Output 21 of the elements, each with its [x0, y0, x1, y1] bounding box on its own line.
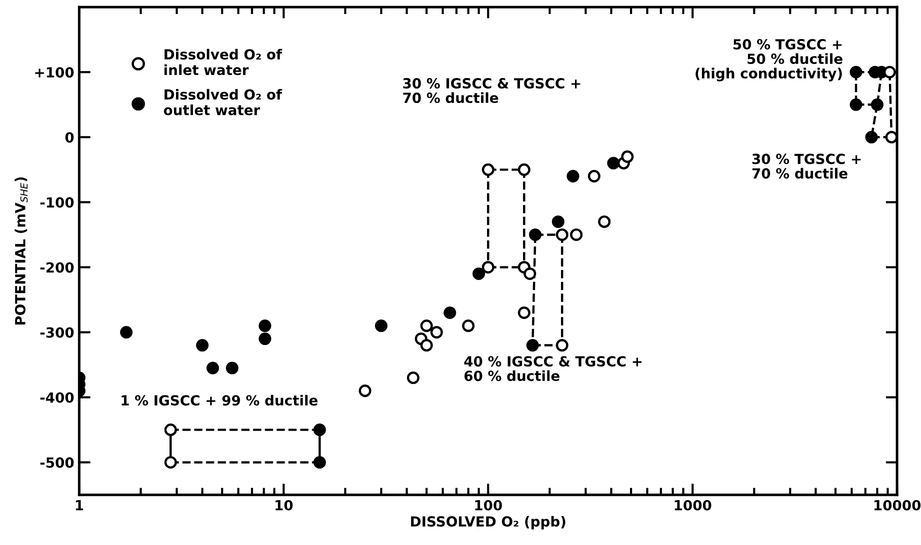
x-axis-title: DISSOLVED O₂ (ppb)	[411, 516, 566, 530]
x-tick-label: 10000	[874, 500, 921, 510]
y-tick-label: -200	[40, 262, 74, 273]
annotation: 50 % TGSCC + 50 % ductile (high conductivity)	[696, 39, 842, 82]
x-tick-label: 10	[276, 500, 293, 510]
y-tick-label: -100	[40, 197, 74, 208]
y-tick-label: -400	[40, 392, 74, 403]
legend-label: Dissolved O₂ of inlet water	[164, 48, 282, 76]
annotation: 40 % IGSCC & TGSCC + 60 % ductile	[464, 356, 642, 382]
y-tick-label: -500	[40, 457, 74, 468]
annotation: 30 % TGSCC + 70 % ductile	[752, 154, 861, 179]
y-tick-label: -300	[40, 327, 74, 338]
legend-label: Dissolved O₂ of outlet water	[164, 88, 282, 116]
y-tick-label: +100	[35, 67, 74, 78]
y-tick-label: 0	[65, 132, 74, 143]
y-axis-title: POTENTIAL (mV$_{SHE}$)	[14, 177, 28, 325]
x-tick-label: 100	[475, 500, 502, 510]
annotation: 30 % IGSCC & TGSCC + 70 % ductile	[403, 78, 580, 104]
x-tick-label: 1	[76, 500, 84, 510]
x-tick-label: 1000	[674, 500, 712, 510]
annotation: 1 % IGSCC + 99 % ductile	[122, 394, 318, 406]
